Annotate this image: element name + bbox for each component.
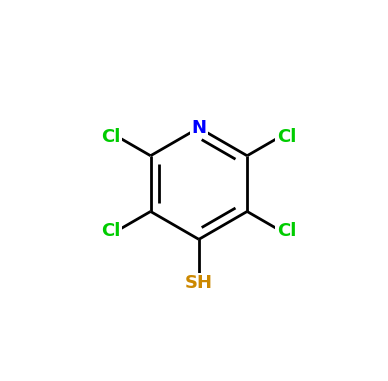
Text: N: N: [191, 119, 206, 137]
Text: Cl: Cl: [102, 221, 121, 240]
Text: Cl: Cl: [277, 128, 296, 146]
Text: Cl: Cl: [277, 221, 296, 240]
Text: SH: SH: [185, 274, 213, 292]
Text: Cl: Cl: [102, 128, 121, 146]
